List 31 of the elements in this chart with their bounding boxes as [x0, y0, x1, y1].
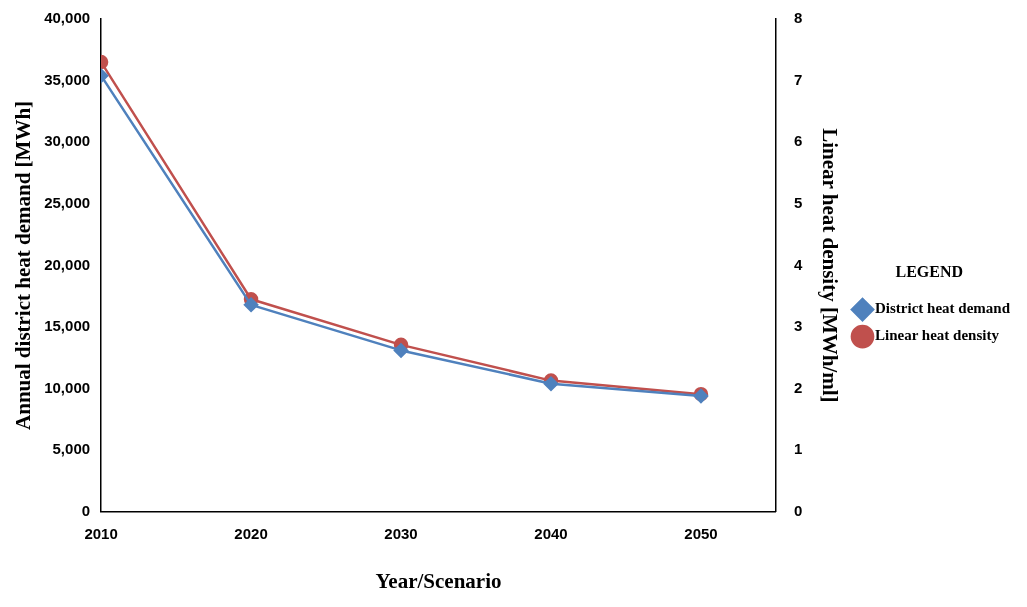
- x-tick-label: 2020: [234, 524, 268, 542]
- y2-tick-label: 8: [793, 9, 803, 27]
- y-tick-label: 15,000: [44, 317, 91, 335]
- legend-label: District heat demand: [875, 300, 1011, 317]
- y2-tick-label: 4: [793, 255, 803, 273]
- y-tick-label: 25,000: [44, 193, 91, 211]
- y-tick-label: 5,000: [52, 440, 91, 458]
- y2-tick-label: 5: [793, 193, 803, 211]
- x-tick-label: 2010: [84, 524, 118, 542]
- y2-axis-title: Linear heat density [MWh/ml]: [818, 128, 843, 403]
- y2-tick-label: 1: [793, 440, 803, 458]
- y-tick-label: 35,000: [44, 70, 91, 88]
- x-tick-label: 2030: [384, 524, 418, 542]
- x-tick-label: 2040: [534, 524, 568, 542]
- y-tick-label: 30,000: [44, 132, 91, 150]
- x-tick-label: 2050: [684, 524, 718, 542]
- y-tick-label: 10,000: [44, 378, 91, 396]
- x-axis-title: Year/Scenario: [375, 568, 502, 593]
- y2-tick-label: 2: [793, 378, 803, 396]
- legend-label: Linear heat density: [875, 327, 1000, 344]
- legend-title: LEGEND: [895, 263, 964, 281]
- y-axis-title: Annual district heat demand [MWh]: [11, 100, 36, 430]
- y2-tick-label: 7: [793, 70, 803, 88]
- point: [243, 297, 259, 313]
- y-tick-label: 20,000: [44, 255, 91, 273]
- y2-tick-label: 3: [793, 317, 803, 335]
- y-tick-label: 0: [81, 501, 91, 519]
- y2-tick-label: 6: [793, 132, 803, 150]
- y2-tick-label: 0: [793, 501, 803, 519]
- y-tick-label: 40,000: [44, 9, 91, 27]
- point: [393, 343, 409, 358]
